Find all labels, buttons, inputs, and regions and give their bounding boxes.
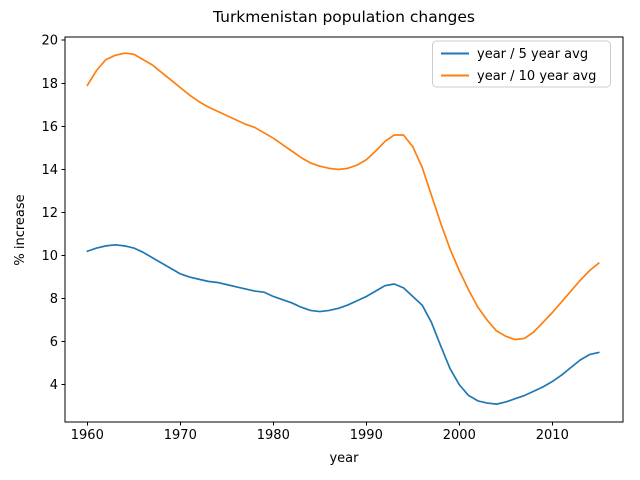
legend-label-5-year-avg: year / 5 year avg [477,47,588,62]
x-tick-label: 1980 [257,428,290,443]
legend-box [432,40,611,88]
y-tick-label: 20 [41,34,58,49]
x-tick-label: 1970 [164,428,197,443]
y-tick-label: 6 [50,335,58,350]
y-tick-label: 16 [41,120,58,135]
legend-label-10-year-avg: year / 10 year avg [477,69,596,84]
y-axis-ticks: 4 6 8 10 12 14 16 18 20 [41,34,65,393]
x-tick-label: 1990 [350,428,383,443]
y-tick-label: 14 [41,163,58,178]
y-tick-label: 18 [41,77,58,92]
x-tick-label: 2000 [443,428,476,443]
x-axis-ticks: 1960 1970 1980 1990 2000 2010 [71,422,569,443]
x-tick-label: 1960 [71,428,104,443]
axes-spines [64,36,624,423]
y-tick-label: 12 [41,206,58,221]
y-tick-label: 10 [41,249,58,264]
series-line-10-year-avg [86,52,600,341]
plot-area [65,37,623,422]
series-line-5-year-avg [86,243,600,405]
y-axis-label: % increase [13,194,28,265]
chart-title: Turkmenistan population changes [212,8,475,26]
x-axis-label: year [329,451,359,466]
legend: year / 5 year avg year / 10 year avg [432,40,611,88]
y-tick-label: 4 [50,378,58,393]
x-tick-label: 2010 [536,428,569,443]
y-tick-label: 8 [50,292,58,307]
